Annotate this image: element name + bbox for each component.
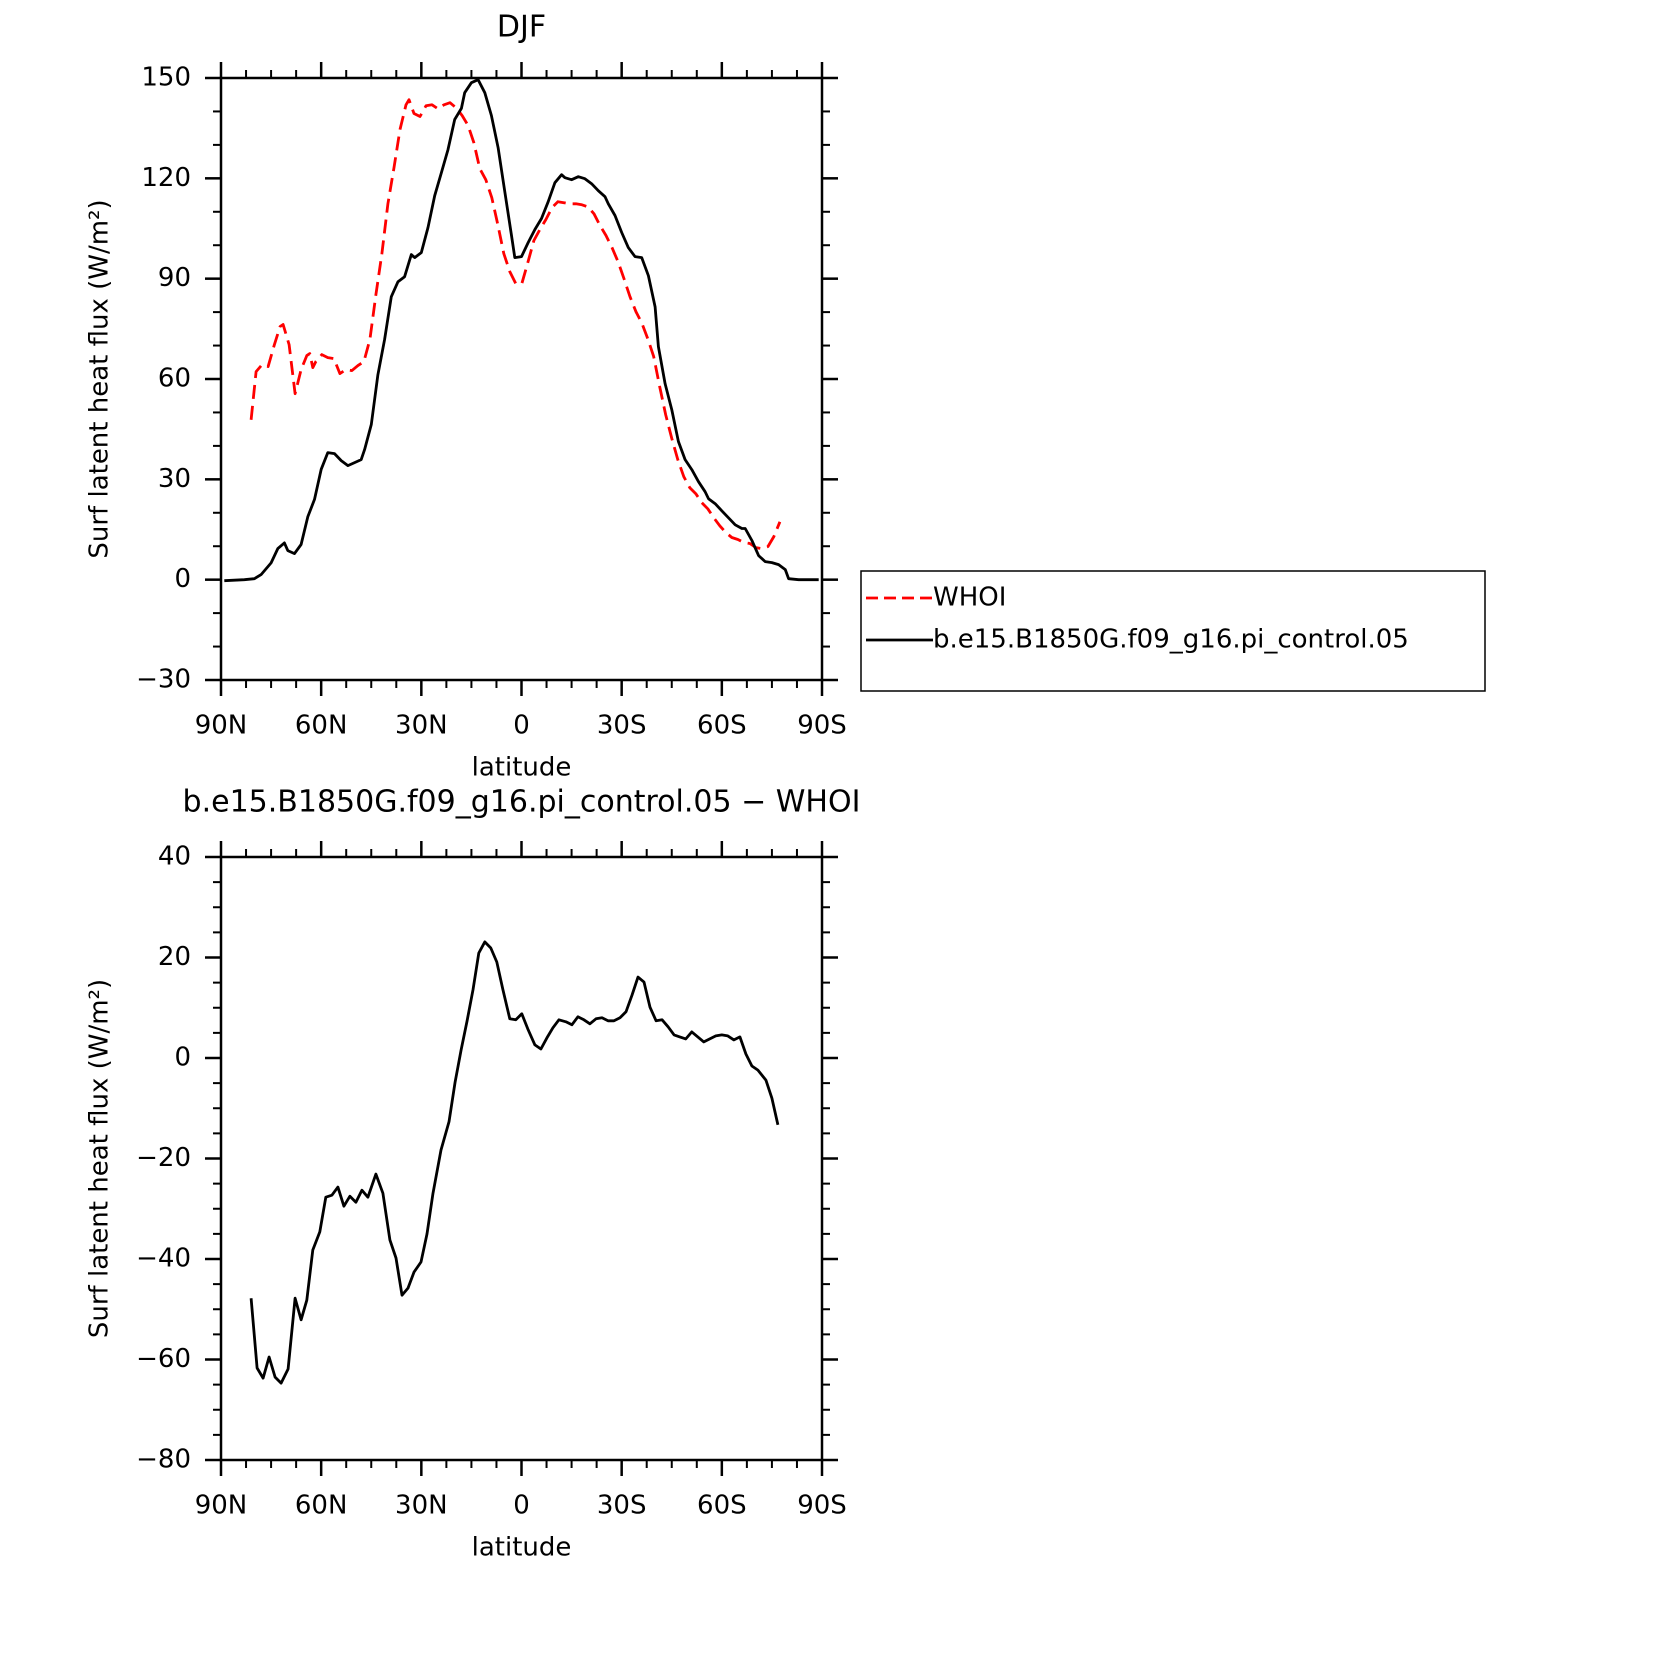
legend-label: b.e15.B1850G.f09_g16.pi_control.05 (933, 625, 1409, 655)
y-tick-label: 30 (158, 464, 191, 494)
y-tick-label: 40 (158, 842, 191, 872)
y-tick-label: 20 (158, 942, 191, 972)
x-tick-label: 0 (513, 1491, 530, 1521)
chart: −80 −60 −40 −20 0 20 40 90N 60N 30N 0 30S 60S 90S b.e1… (85, 785, 861, 1563)
data-line (249, 98, 782, 550)
y-tick-label: −60 (136, 1344, 191, 1374)
chart: −30 0 30 60 90 120 150 90N 60N 30N 0 30S 60S 90S DJF la… (85, 10, 1486, 783)
x-tick-label: 30S (597, 711, 647, 741)
y-tick-label: −20 (136, 1143, 191, 1173)
plot-frame (219, 76, 824, 682)
legend: WHOI b.e15.B1850G.f09_g16.pi_control.05 (860, 570, 1486, 692)
chart-title: DJF (497, 10, 546, 45)
x-axis-label: latitude (472, 753, 572, 783)
x-tick-label: 90N (195, 1491, 248, 1521)
x-tick-label: 30N (395, 1491, 448, 1521)
y-axis-label: Surf latent heat flux (W/m²) (85, 979, 115, 1338)
y-axis-label: Surf latent heat flux (W/m²) (85, 199, 115, 558)
legend-label: WHOI (933, 583, 1006, 613)
y-tick-label: 120 (141, 163, 191, 193)
plot-frame (219, 855, 824, 1462)
data-line (224, 78, 819, 583)
data-line (249, 940, 780, 1385)
y-tick-label: −80 (136, 1445, 191, 1475)
y-tick-label: 0 (174, 564, 191, 594)
x-tick-label: 60S (697, 1491, 747, 1521)
x-tick-label: 60S (697, 711, 747, 741)
y-tick-label: 150 (141, 63, 191, 93)
x-tick-label: 30N (395, 711, 448, 741)
y-tick-label: 60 (158, 364, 191, 394)
x-tick-label: 30S (597, 1491, 647, 1521)
y-tick-label: 90 (158, 263, 191, 293)
x-tick-label: 90S (797, 1491, 847, 1521)
x-tick-label: 0 (513, 711, 530, 741)
x-tick-label: 90S (797, 711, 847, 741)
x-tick-label: 60N (295, 711, 348, 741)
y-tick-label: −30 (136, 665, 191, 695)
x-axis-label: latitude (472, 1533, 572, 1563)
legend-box (860, 570, 1486, 692)
x-tick-label: 90N (195, 711, 248, 741)
x-tick-label: 60N (295, 1491, 348, 1521)
y-tick-label: −40 (136, 1244, 191, 1274)
y-tick-label: 0 (174, 1043, 191, 1073)
chart-title: b.e15.B1850G.f09_g16.pi_control.05 − WHO… (183, 785, 861, 820)
